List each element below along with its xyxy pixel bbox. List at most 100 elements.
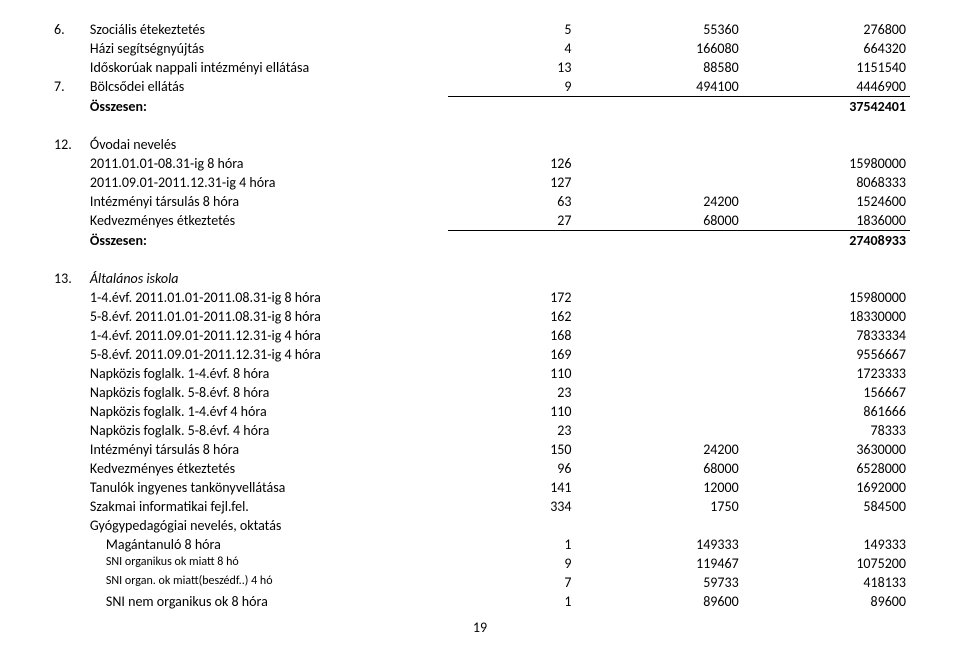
- row-label: Szakmai informatikai fejl.fel.: [86, 497, 448, 516]
- value-c: 8068333: [743, 173, 910, 192]
- value-b: 166080: [575, 39, 742, 58]
- row-number: [50, 345, 86, 364]
- table-row: Összesen:27408933: [50, 231, 910, 251]
- value-a: [448, 135, 575, 154]
- row-number: [50, 459, 86, 478]
- row-label: Házi segítségnyújtás: [86, 39, 448, 58]
- value-b: [575, 307, 742, 326]
- table-row: Napközis foglalk. 1-4.évf. 8 hóra110 1723…: [50, 364, 910, 383]
- value-a: 63: [448, 192, 575, 211]
- value-c: 584500: [743, 497, 910, 516]
- value-c: 89600: [743, 592, 910, 611]
- value-a: 334: [448, 497, 575, 516]
- value-c: 1075200: [743, 554, 910, 573]
- value-a: 23: [448, 383, 575, 402]
- table-row: Napközis foglalk. 1-4.évf 4 hóra11086166…: [50, 402, 910, 421]
- value-a: 7: [448, 573, 575, 592]
- value-c: 156667: [743, 383, 910, 402]
- value-a: 27: [448, 211, 575, 231]
- row-number: [50, 192, 86, 211]
- row-label: 2011.01.01-08.31-ig 8 hóra: [86, 154, 448, 173]
- row-label: Óvodai nevelés: [86, 135, 448, 154]
- table-row: Házi segítségnyújtás4166080664320: [50, 39, 910, 58]
- value-c: 37542401: [743, 97, 910, 117]
- value-b: [575, 345, 742, 364]
- value-c: 1836000: [743, 211, 910, 231]
- value-c: [743, 516, 910, 535]
- value-b: [575, 231, 742, 251]
- row-number: [50, 288, 86, 307]
- row-number: [50, 211, 86, 231]
- row-number: [50, 173, 86, 192]
- value-b: 24200: [575, 192, 742, 211]
- row-label: 5-8.évf. 2011.01.01-2011.08.31-ig 8 hóra: [86, 307, 448, 326]
- value-a: 168: [448, 326, 575, 345]
- value-b: 1750: [575, 497, 742, 516]
- row-label: Összesen:: [86, 97, 448, 117]
- table-row: SNI nem organikus ok 8 hóra18960089600: [50, 592, 910, 611]
- value-b: [575, 402, 742, 421]
- table-row: 12.Óvodai nevelés: [50, 135, 910, 154]
- table-row: 7.Bölcsődei ellátás94941004446900: [50, 77, 910, 97]
- row-number: 12.: [50, 135, 86, 154]
- row-number: [50, 154, 86, 173]
- value-c: 78333: [743, 421, 910, 440]
- value-b: [575, 288, 742, 307]
- value-c: 1524600: [743, 192, 910, 211]
- value-c: 418133: [743, 573, 910, 592]
- value-a: 4: [448, 39, 575, 58]
- value-b: 68000: [575, 211, 742, 231]
- row-label: SNI nem organikus ok 8 hóra: [86, 592, 448, 611]
- value-a: 172: [448, 288, 575, 307]
- row-label: 2011.09.01-2011.12.31-ig 4 hóra: [86, 173, 448, 192]
- row-label: Szociális étekeztetés: [86, 20, 448, 39]
- row-number: 6.: [50, 20, 86, 39]
- row-label: Napközis foglalk. 5-8.évf. 8 hóra: [86, 383, 448, 402]
- value-b: 89600: [575, 592, 742, 611]
- value-c: 15980000: [743, 154, 910, 173]
- value-a: 126: [448, 154, 575, 173]
- row-label: Magántanuló 8 hóra: [86, 535, 448, 554]
- row-number: [50, 478, 86, 497]
- value-b: 494100: [575, 77, 742, 97]
- value-a: 1: [448, 535, 575, 554]
- value-b: [575, 97, 742, 117]
- row-number: [50, 554, 86, 573]
- value-a: 1: [448, 592, 575, 611]
- value-b: [575, 421, 742, 440]
- table-row: Kedvezményes étkeztetés27680001836000: [50, 211, 910, 231]
- value-c: 9556667: [743, 345, 910, 364]
- value-b: 24200: [575, 440, 742, 459]
- row-number: [50, 535, 86, 554]
- value-b: [575, 383, 742, 402]
- table-row: 2011.01.01-08.31-ig 8 hóra126 15980000: [50, 154, 910, 173]
- value-a: 110: [448, 364, 575, 383]
- table-row: 1-4.évf. 2011.09.01-2011.12.31-ig 4 hóra…: [50, 326, 910, 345]
- value-b: 88580: [575, 58, 742, 77]
- value-a: 23: [448, 421, 575, 440]
- value-a: 9: [448, 554, 575, 573]
- value-c: 276800: [743, 20, 910, 39]
- row-number: [50, 402, 86, 421]
- row-number: [50, 383, 86, 402]
- row-label: Napközis foglalk. 1-4.évf. 8 hóra: [86, 364, 448, 383]
- row-label: Kedvezményes étkeztetés: [86, 211, 448, 231]
- table-row: [50, 116, 910, 135]
- row-label: Kedvezményes étkeztetés: [86, 459, 448, 478]
- value-c: 861666: [743, 402, 910, 421]
- table-row: Tanulók ingyenes tankönyvellátása1411200…: [50, 478, 910, 497]
- table-row: Napközis foglalk. 5-8.évf. 8 hóra23 15666…: [50, 383, 910, 402]
- value-c: 1723333: [743, 364, 910, 383]
- value-c: 7833334: [743, 326, 910, 345]
- value-a: 96: [448, 459, 575, 478]
- row-label: Napközis foglalk. 1-4.évf 4 hóra: [86, 402, 448, 421]
- table-row: Összesen: 37542401: [50, 97, 910, 117]
- table-row: Intézményi társulás 8 hóra63242001524600: [50, 192, 910, 211]
- row-number: 7.: [50, 77, 86, 97]
- row-label: Általános iskola: [86, 269, 448, 288]
- value-c: 1692000: [743, 478, 910, 497]
- table-row: Gyógypedagógiai nevelés, oktatás: [50, 516, 910, 535]
- table-row: 5-8.évf. 2011.09.01-2011.12.31-ig 4 hóra…: [50, 345, 910, 364]
- value-a: 141: [448, 478, 575, 497]
- value-c: 27408933: [743, 231, 910, 251]
